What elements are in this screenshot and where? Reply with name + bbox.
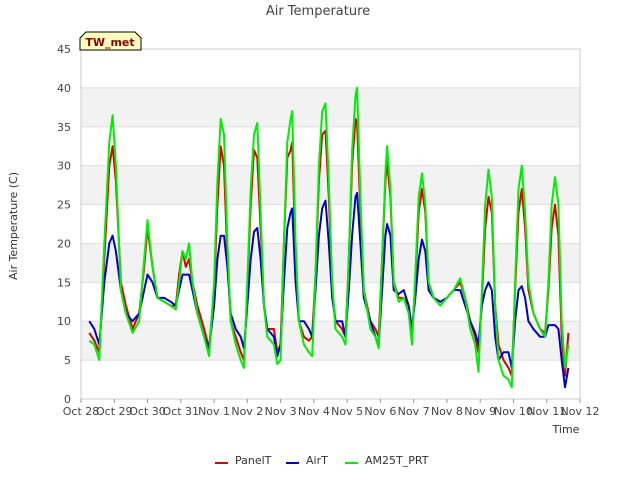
badge-shape bbox=[79, 31, 142, 51]
x-tick-label: Nov 8 bbox=[431, 405, 463, 418]
x-tick-label: Nov 5 bbox=[331, 405, 363, 418]
y-tick-label: 40 bbox=[57, 82, 71, 95]
plot-frame bbox=[80, 48, 581, 400]
legend-label: AM25T_PRT bbox=[365, 454, 429, 467]
series-line-am25t-prt bbox=[88, 86, 570, 389]
y-tick-label: 35 bbox=[57, 121, 71, 134]
y-axis-label: Air Temperature (C) bbox=[7, 172, 20, 280]
station-badge: TW_met bbox=[79, 31, 142, 51]
badge-label: TW_met bbox=[85, 36, 134, 49]
grid-band bbox=[81, 165, 580, 205]
x-tick-label: Nov 2 bbox=[231, 405, 263, 418]
x-tick-label: Nov 1 bbox=[198, 405, 230, 418]
y-tick-label: 45 bbox=[57, 43, 71, 56]
y-tick-label: 25 bbox=[57, 199, 71, 212]
series-lines bbox=[88, 86, 570, 389]
x-tick-label: Nov 12 bbox=[561, 405, 600, 418]
x-tick-label: Oct 29 bbox=[96, 405, 133, 418]
legend: PanelT AirT AM25T_PRT bbox=[215, 454, 429, 467]
y-tick-label: 15 bbox=[57, 276, 71, 289]
x-tick-label: Oct 28 bbox=[63, 405, 100, 418]
grid-band bbox=[81, 87, 580, 127]
x-tick-label: Oct 31 bbox=[163, 405, 200, 418]
y-tick-label: 0 bbox=[64, 393, 71, 406]
grid-band bbox=[81, 321, 580, 361]
legend-label: PanelT bbox=[235, 454, 272, 467]
x-tick-label: Oct 30 bbox=[129, 405, 166, 418]
legend-label: AirT bbox=[306, 454, 328, 467]
y-axis-ticks: 0 5 10 15 20 25 30 35 40 45 bbox=[57, 43, 71, 406]
chart-title: Air Temperature bbox=[266, 4, 370, 19]
y-tick-label: 10 bbox=[57, 315, 71, 328]
x-tick-label: Nov 9 bbox=[464, 405, 496, 418]
y-tick-label: 30 bbox=[57, 160, 71, 173]
x-tick-label: Nov 3 bbox=[265, 405, 297, 418]
x-tick-label: Nov 6 bbox=[364, 405, 396, 418]
y-tick-label: 20 bbox=[57, 237, 71, 250]
series-line-airt bbox=[88, 191, 570, 389]
x-tick-label: Nov 7 bbox=[398, 405, 430, 418]
x-tick-label: Nov 10 bbox=[494, 405, 533, 418]
x-axis-label: Time bbox=[552, 423, 580, 436]
x-tick-label: Nov 4 bbox=[298, 405, 330, 418]
y-tick-label: 5 bbox=[64, 354, 71, 367]
x-tick-label: Nov 11 bbox=[527, 405, 566, 418]
